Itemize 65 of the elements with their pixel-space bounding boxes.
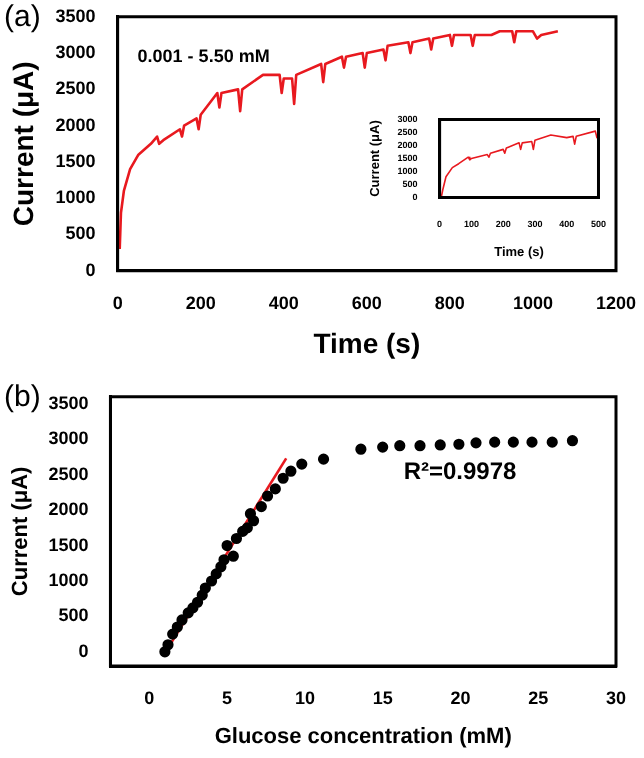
point xyxy=(261,490,274,502)
point xyxy=(227,550,239,562)
point xyxy=(199,582,211,594)
y-tick-label: 1500 xyxy=(48,534,89,555)
point xyxy=(255,501,267,513)
point xyxy=(285,465,297,477)
point xyxy=(218,554,230,566)
y-tick-label: 2000 xyxy=(55,114,96,135)
point xyxy=(269,483,281,495)
point xyxy=(453,438,465,450)
x-tick-label: 5 xyxy=(222,687,233,708)
x-axis-title: Time (s) xyxy=(313,326,421,359)
x-tick-label: 20 xyxy=(450,687,471,708)
chart-title: (b) xyxy=(4,380,41,414)
y-tick-label: 1000 xyxy=(48,569,89,590)
y-tick-label: 3000 xyxy=(55,42,96,63)
point xyxy=(489,436,501,448)
annotation: R²=0.9978 xyxy=(403,456,518,485)
y-tick-label: 2500 xyxy=(48,463,89,484)
y-tick-label: 0 xyxy=(85,259,96,280)
x-tick-label: 400 xyxy=(268,292,299,313)
y-tick-label: 3500 xyxy=(55,5,96,26)
x-tick-label: 600 xyxy=(351,292,382,313)
x-axis-title: Glucose concentration (mM) xyxy=(214,724,513,749)
y-tick-label: 2500 xyxy=(55,78,96,99)
y-tick-label: 0 xyxy=(78,640,89,661)
x-tick-label: 1000 xyxy=(512,292,553,313)
point xyxy=(230,532,243,545)
x-tick-label: 25 xyxy=(528,687,549,708)
y-tick-label: 3500 xyxy=(48,392,89,413)
x-tick-label: 10 xyxy=(294,687,315,708)
point xyxy=(247,515,260,527)
y-axis-title: Current (μA) xyxy=(6,61,39,227)
x-tick-label: 30 xyxy=(605,687,627,708)
y-tick-label: 2000 xyxy=(48,499,89,520)
point xyxy=(470,437,482,449)
x-tick-label: 15 xyxy=(372,687,393,708)
point xyxy=(176,614,188,626)
y-axis-title: Current (μA) xyxy=(9,465,34,597)
point xyxy=(296,458,308,470)
point xyxy=(394,440,406,452)
point xyxy=(377,441,389,453)
point xyxy=(162,639,174,651)
point xyxy=(507,436,519,448)
x-tick-label: 1200 xyxy=(595,292,637,313)
point xyxy=(355,443,367,455)
annotation: 0.001 - 5.50 mM xyxy=(137,46,270,67)
point xyxy=(526,436,538,448)
point xyxy=(434,439,446,451)
point xyxy=(317,453,330,465)
y-tick-label: 500 xyxy=(58,605,89,626)
point xyxy=(171,621,183,633)
y-tick-label: 3000 xyxy=(48,428,89,449)
point xyxy=(414,440,426,452)
chart-title: (a) xyxy=(4,0,41,34)
point xyxy=(566,435,579,447)
point xyxy=(277,472,289,484)
point xyxy=(221,539,233,552)
x-tick-label: 200 xyxy=(185,292,216,313)
x-tick-label: 0 xyxy=(112,292,123,313)
x-tick-label: 800 xyxy=(434,292,465,313)
y-tick-label: 1500 xyxy=(55,150,96,171)
y-tick-label: 1000 xyxy=(55,187,96,208)
x-tick-label: 0 xyxy=(144,687,155,708)
point xyxy=(546,436,558,448)
